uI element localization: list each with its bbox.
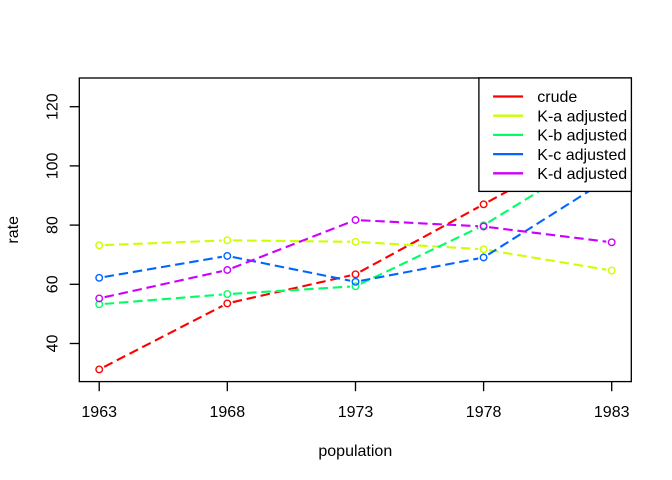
svg-text:1983: 1983 — [594, 404, 630, 421]
svg-text:K-b adjusted: K-b adjusted — [537, 128, 627, 145]
svg-text:1963: 1963 — [81, 404, 117, 421]
svg-text:60: 60 — [45, 275, 62, 293]
svg-text:40: 40 — [45, 335, 62, 353]
svg-text:rate: rate — [5, 216, 22, 244]
svg-text:K-a adjusted: K-a adjusted — [537, 108, 627, 125]
svg-text:K-c adjusted: K-c adjusted — [537, 147, 626, 164]
svg-text:1978: 1978 — [466, 404, 502, 421]
svg-text:crude: crude — [537, 89, 577, 106]
svg-text:population: population — [318, 443, 392, 460]
svg-text:K-d adjusted: K-d adjusted — [537, 166, 627, 183]
svg-text:100: 100 — [45, 152, 62, 179]
svg-text:120: 120 — [45, 93, 62, 120]
svg-text:80: 80 — [45, 216, 62, 234]
svg-text:1968: 1968 — [210, 404, 246, 421]
svg-text:1973: 1973 — [338, 404, 374, 421]
